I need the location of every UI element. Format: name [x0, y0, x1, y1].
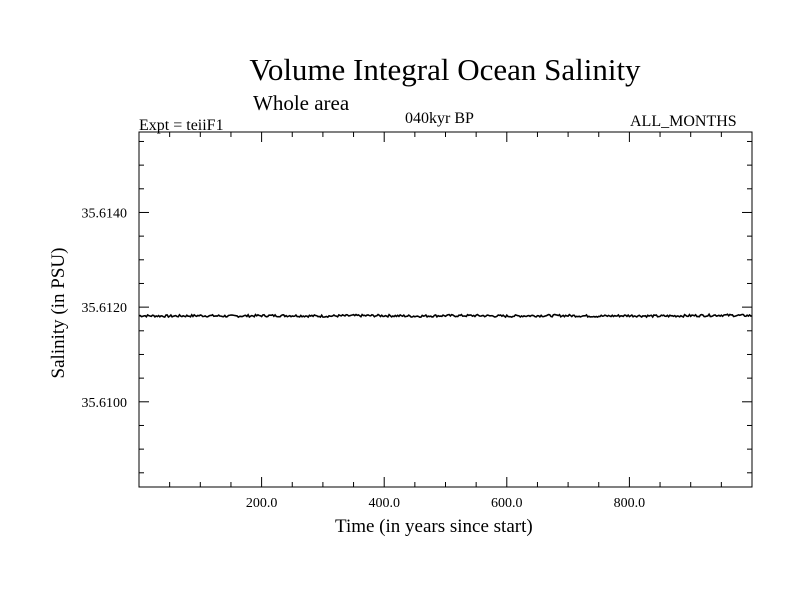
x-tick-label: 400.0: [368, 496, 400, 511]
period-label: 040kyr BP: [405, 110, 474, 127]
x-tick-label: 200.0: [246, 496, 278, 511]
tick-labels: 200.0 400.0 600.0 800.0 35.6100 35.6120 35.614…: [82, 206, 646, 511]
plot-frame: [138, 131, 753, 488]
y-tick-label: 35.6120: [82, 301, 128, 316]
y-tick-label: 35.6140: [82, 206, 128, 221]
series-line: [138, 312, 753, 319]
chart-title: Volume Integral Ocean Salinity: [249, 52, 641, 87]
x-tick-label: 600.0: [491, 496, 523, 511]
y-tick-label: 35.6100: [82, 396, 128, 411]
x-tick-label: 800.0: [614, 496, 646, 511]
x-axis-label: Time (in years since start): [335, 516, 533, 537]
experiment-label: Expt = teiiF1: [139, 117, 224, 134]
chart-subtitle: Whole area: [253, 91, 350, 115]
series-lines: [138, 312, 753, 319]
months-label: ALL_MONTHS: [630, 113, 737, 130]
axis-ticks: [139, 132, 752, 487]
